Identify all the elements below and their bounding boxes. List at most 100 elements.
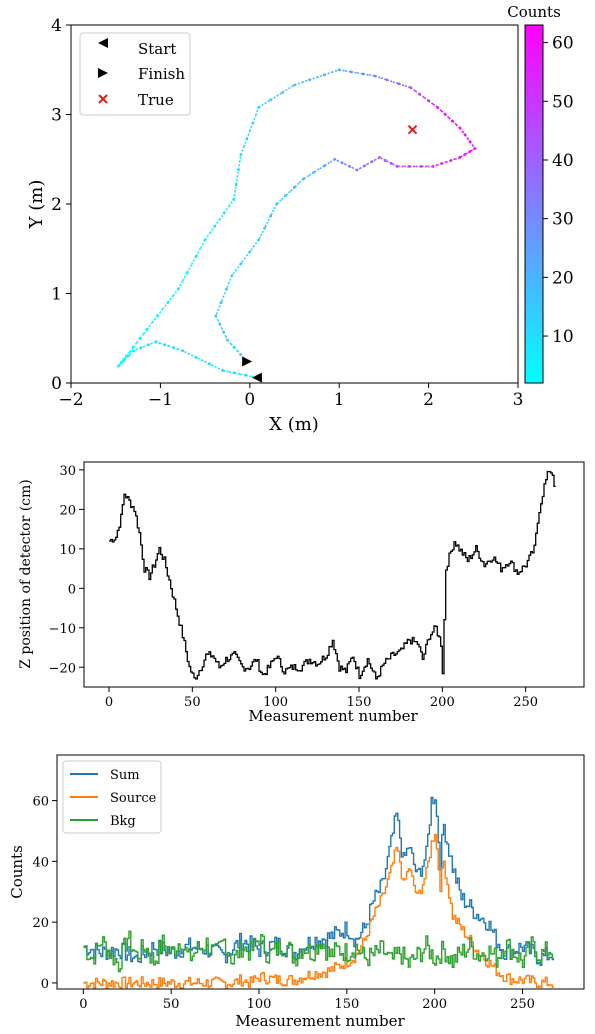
y-tick-label: −10 [49,622,76,637]
measurement-point [225,287,228,291]
colorbar-label: Counts [507,3,561,21]
path-segment [195,247,202,257]
legend-box [62,760,162,834]
measurement-point [419,165,423,168]
measurement-point [370,160,374,164]
y-tick-label: 2 [51,195,62,215]
measurement-point [302,177,305,181]
measurement-point [363,164,366,168]
measurement-point [131,345,135,349]
true-legend-icon [98,94,108,104]
measurement-point [257,105,261,109]
finish-legend-icon [98,68,108,78]
measurement-point [213,224,217,228]
path-segment [140,345,146,349]
start-legend-icon [98,38,108,48]
path-segment [190,255,197,265]
legend-label-start: Start [138,40,176,58]
y-axis-label: Y (m) [26,180,47,230]
measurement-point [322,164,326,168]
bkg-line [83,930,555,973]
x-tick-label: 0 [79,997,87,1012]
x-tick-label: 100 [247,997,272,1012]
colorbar-ticks: 10 20 30 40 50 60 [543,34,574,347]
measurement-point [244,373,248,377]
measurement-point [226,338,229,342]
path-segment [276,91,284,97]
path-segment [379,156,383,160]
path-segment [269,209,275,217]
path-segment [263,221,269,229]
measurement-point [361,72,365,76]
y-axis-label: Z position of detector (cm) [18,479,34,669]
x-tick-label: 2 [423,390,434,410]
path-segment [238,154,242,163]
legend: Sum Source Bkg [62,760,162,834]
path-segment [182,272,188,282]
legend-label-source: Source [110,791,157,806]
path-segment [220,295,225,303]
measurement-point [237,168,240,172]
measurement-point [312,170,316,174]
path-segment [243,138,248,148]
z-position-panel: 0 50 100 150 200 250 −20 −10 0 10 20 30 Measuremen… [18,461,585,725]
colorbar-tick-label: 10 [552,327,574,347]
measurement-point [176,287,180,291]
measurement-point [473,147,477,150]
y-tick-label: 20 [32,916,49,931]
path-segment [209,363,217,368]
measurement-point [337,68,341,72]
z-position-line [109,470,556,680]
measurement-point [293,83,296,87]
path-segment [255,107,260,116]
path-segment [215,308,220,317]
path-segment [234,184,237,193]
measurement-point [222,330,225,334]
colorbar-tick-label: 20 [552,268,574,288]
x-axis-ticks: −2 −1 0 1 2 3 [58,383,523,410]
y-tick-label: 20 [59,503,76,518]
y-tick-label: 60 [32,795,49,810]
measurement-point [458,156,462,159]
x-tick-label: 100 [263,695,288,710]
path-segment [209,225,216,234]
path-segment [288,84,295,90]
colorbar-tick-label: 60 [552,34,574,54]
measurement-point [293,185,296,189]
measurement-point [239,153,243,157]
trajectory-path [116,68,477,380]
measurement-point [219,301,223,304]
measurement-point [436,105,439,109]
x-tick-label: −2 [58,390,83,410]
path-segment [162,301,169,310]
path-segment [385,159,389,163]
measurement-point [245,137,249,141]
measurement-point [119,361,123,365]
path-segment [182,350,190,355]
measurement-point [409,86,413,90]
measurement-point [230,274,234,277]
start-marker [251,372,262,383]
measurement-point [194,355,198,359]
measurement-point [322,73,326,77]
path-segment [258,233,263,241]
measurement-point [194,254,198,258]
x-tick-label: 0 [244,390,255,410]
measurement-point [156,314,159,318]
path-segment [133,348,138,352]
measurement-point [116,364,120,368]
x-tick-label: 3 [513,390,524,410]
x-tick-label: 200 [430,695,455,710]
measurement-point [389,162,393,165]
path-segment [236,169,240,178]
y-tick-label: 1 [51,285,62,305]
y-tick-label: 0 [41,977,49,992]
colorbar-tick-label: 50 [552,92,574,112]
x-tick-label: 150 [347,695,372,710]
measurement-point [263,226,267,230]
y-tick-label: 10 [59,543,76,558]
measurement-point [275,202,279,206]
y-axis-label: Counts [8,845,26,899]
measurement-point [154,340,158,344]
x-tick-label: 0 [105,695,113,710]
